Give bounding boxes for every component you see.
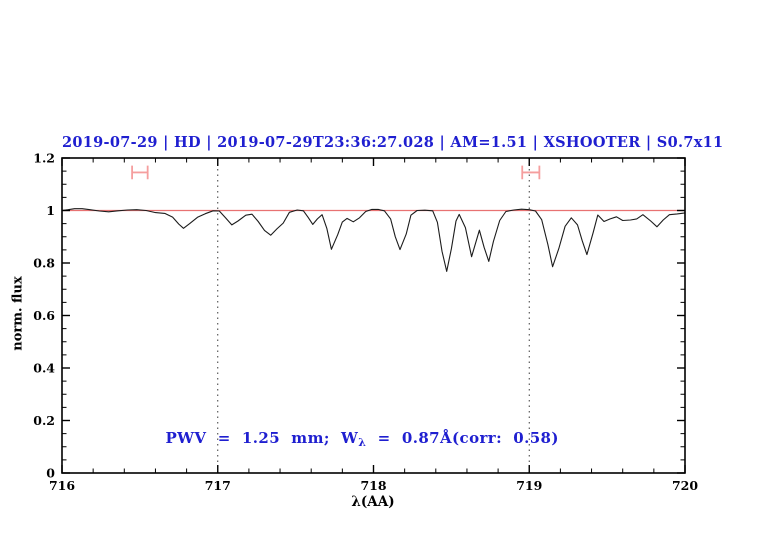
y-tick-label: 0.4 (33, 361, 55, 376)
x-tick-label: 717 (205, 478, 231, 493)
x-tick-label: 716 (49, 478, 75, 493)
lambda-subscript: λ (358, 436, 367, 449)
spectrum-line (61, 208, 686, 272)
pwv-annotation-suffix: = 0.87Å(corr: 0.58) (366, 429, 559, 447)
y-tick-label: 1.2 (33, 151, 55, 166)
x-tick-label: 720 (672, 478, 698, 493)
y-tick-label: 0.6 (33, 308, 55, 323)
pwv-annotation: PWV = 1.25 mm; Wλ = 0.87Å(corr: 0.58) (143, 411, 559, 467)
x-tick-label: 719 (516, 478, 542, 493)
y-tick-label: 0.8 (33, 256, 55, 271)
y-tick-label: 0 (46, 466, 55, 481)
x-axis-label: λ(AA) (351, 494, 395, 510)
y-tick-label: 1 (46, 203, 55, 218)
x-tick-label: 718 (360, 478, 386, 493)
pwv-annotation-prefix: PWV = 1.25 mm; W (165, 429, 359, 447)
y-tick-label: 0.2 (33, 413, 55, 428)
